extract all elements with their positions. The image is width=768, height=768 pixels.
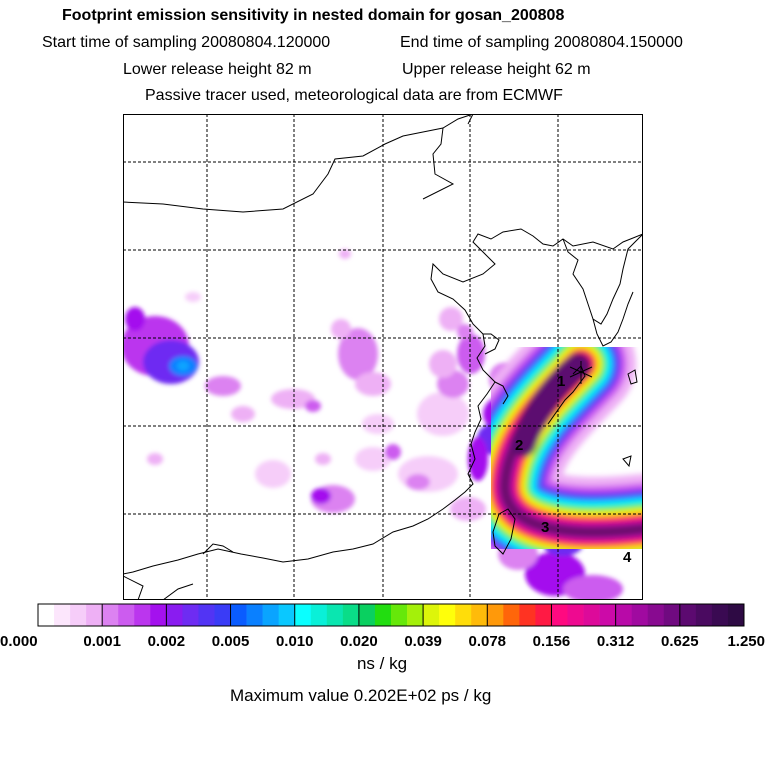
colorbar-cell	[551, 604, 568, 626]
colorbar-cell	[102, 604, 119, 626]
trajectory-label-3: 3	[541, 519, 549, 536]
colorbar-tick-label: 0.010	[276, 633, 314, 650]
colorbar-cell	[407, 604, 424, 626]
colorbar-cell	[134, 604, 151, 626]
colorbar-tick-label: 0.078	[468, 633, 506, 650]
colorbar-tick-label: 0.156	[533, 633, 571, 650]
colorbar-cell	[166, 604, 183, 626]
colorbar: 0.000 0.001 0.002 0.005 0.010 0.020 0.039 0.078…	[0, 603, 765, 650]
colorbar-cell	[471, 604, 488, 626]
colorbar-tick-label: 0.625	[661, 633, 699, 650]
end-sampling-text: End time of sampling 20080804.150000	[400, 34, 683, 51]
footprint-plume	[450, 309, 643, 587]
lower-release-text: Lower release height 82 m	[123, 61, 312, 78]
colorbar-cell	[583, 604, 600, 626]
upper-release-text: Upper release height 62 m	[402, 61, 591, 78]
colorbar-cell	[326, 604, 344, 626]
colorbar-cell	[230, 604, 247, 626]
units-label: ns / kg	[356, 654, 408, 673]
colorbar-cell	[711, 604, 729, 626]
colorbar-cell	[118, 604, 135, 626]
colorbar-cell	[391, 604, 408, 626]
trajectory-label-1: 1	[557, 373, 565, 390]
colorbar-cell	[647, 604, 665, 626]
colorbar-cell	[535, 604, 552, 626]
colorbar-cell	[727, 604, 745, 626]
colorbar-cell	[487, 604, 504, 626]
colorbar-cell	[695, 604, 713, 626]
colorbar-cell	[663, 604, 681, 626]
colorbar-cell	[599, 604, 616, 626]
colorbar-cell	[519, 604, 536, 626]
colorbar-cell	[439, 604, 456, 626]
colorbar-cell	[54, 604, 71, 626]
maximum-value-text: Maximum value 0.202E+02 ps / kg	[230, 686, 492, 705]
footprint-map: 1 2 3 4	[123, 114, 643, 600]
colorbar-cell	[631, 604, 649, 626]
colorbar-cell	[294, 604, 312, 626]
colorbar-tick-label: 0.020	[340, 633, 378, 650]
colorbar-cell	[503, 604, 520, 626]
colorbar-tick-label: 0.000	[0, 633, 38, 650]
colorbar-tick-labels: 0.000 0.001 0.002 0.005 0.010 0.020 0.039 0.078…	[0, 633, 765, 650]
colorbar-cell	[615, 604, 632, 626]
colorbar-cell	[278, 604, 296, 626]
colorbar-cell	[198, 604, 215, 626]
lat-lon-grid	[123, 114, 643, 600]
colorbar-cell	[679, 604, 697, 626]
map-frame	[123, 114, 643, 600]
trajectory-label-2: 2	[515, 437, 523, 454]
coastlines	[123, 114, 643, 600]
colorbar-cell	[567, 604, 584, 626]
colorbar-cell	[342, 604, 360, 626]
colorbar-units: ns / kg	[0, 654, 768, 674]
colorbar-cell	[262, 604, 279, 626]
colorbar-tick-label: 0.002	[148, 633, 186, 650]
colorbar-cell	[182, 604, 199, 626]
colorbar-tick-label: 0.005	[212, 633, 250, 650]
tracer-note-text: Passive tracer used, meteorological data…	[145, 87, 563, 104]
colorbar-cell	[150, 604, 167, 626]
colorbar-tick-label: 1.250	[727, 633, 765, 650]
colorbar-tick-label: 0.039	[404, 633, 442, 650]
colorbar-cell	[358, 604, 376, 626]
start-sampling-text: Start time of sampling 20080804.120000	[42, 34, 331, 51]
colorbar-tick-label: 0.312	[597, 633, 635, 650]
colorbar-cell	[214, 604, 231, 626]
release-point-marker	[569, 361, 593, 384]
plot-title: Footprint emission sensitivity in nested…	[62, 7, 565, 24]
colorbar-cells	[37, 603, 745, 627]
colorbar-cell	[310, 604, 328, 626]
colorbar-cell	[86, 604, 103, 626]
colorbar-cell	[38, 604, 55, 626]
colorbar-cell	[455, 604, 472, 626]
colorbar-cell	[423, 604, 440, 626]
colorbar-cell	[70, 604, 87, 626]
colorbar-cell	[374, 604, 392, 626]
colorbar-cell	[246, 604, 263, 626]
colorbar-tick-label: 0.001	[83, 633, 121, 650]
trajectory-label-4: 4	[623, 549, 632, 566]
colorbar-frame	[37, 603, 745, 627]
